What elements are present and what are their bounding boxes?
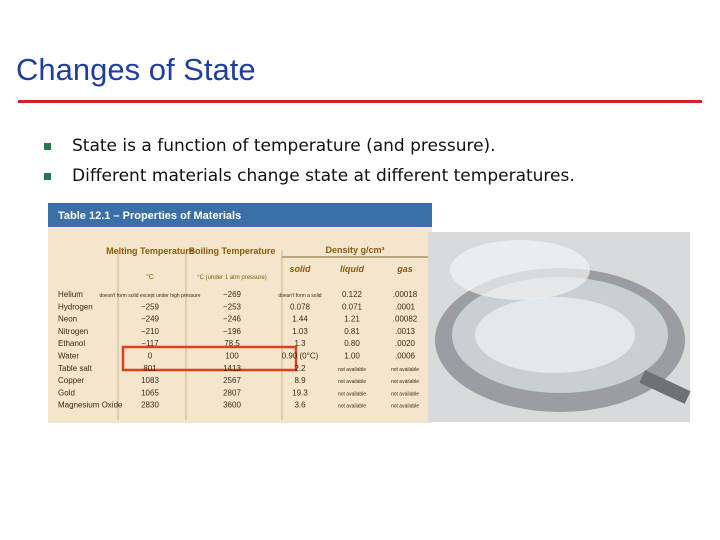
header-boiling: Boiling Temperature	[189, 246, 276, 256]
row-label: Helium	[58, 290, 83, 299]
table-cell: not available	[338, 391, 366, 397]
table-cell: −259	[141, 302, 160, 311]
table-cell: 0.81	[344, 327, 360, 336]
header-gas: gas	[396, 264, 413, 274]
bubbles	[475, 297, 635, 373]
bullet-text: Different materials change state at diff…	[72, 166, 575, 186]
table-cell: 0.122	[342, 290, 363, 299]
table-caption-bar	[48, 203, 432, 227]
table-cell: not available	[338, 367, 366, 373]
header-density: Density g/cm³	[325, 245, 384, 255]
table-cell: −246	[223, 315, 242, 324]
table-cell: not available	[391, 404, 419, 410]
table-cell: −269	[223, 290, 242, 299]
bullet: Different materials change state at diff…	[44, 166, 575, 186]
table-cell: 801	[143, 364, 157, 373]
table-cell: 1413	[223, 364, 241, 373]
table-cell: .00018	[393, 290, 418, 299]
header-unit: °C	[146, 273, 154, 281]
header-liquid: liquid	[340, 264, 364, 274]
table-cell: 1.21	[344, 315, 360, 324]
pan-handle	[639, 370, 691, 404]
row-label: Water	[58, 352, 79, 361]
table-cell: 2807	[223, 388, 241, 397]
table-cell: not available	[338, 379, 366, 385]
table-cell: 78.5	[224, 339, 240, 348]
table-cell: 2830	[141, 401, 159, 410]
table-cell: .0006	[395, 352, 416, 361]
steam	[450, 240, 590, 300]
table-cell: not available	[391, 391, 419, 397]
table-cell: −253	[223, 302, 242, 311]
table-cell: 1.44	[292, 315, 308, 324]
table-cell: −196	[223, 327, 242, 336]
row-label: Copper	[58, 376, 85, 385]
table-cell: −249	[141, 315, 160, 324]
slide-title: Changes of State	[16, 52, 256, 87]
table-cell: 1.00	[344, 352, 360, 361]
table-cell: .0001	[395, 302, 416, 311]
row-label: Ethanol	[58, 339, 85, 348]
table-cell: 3.6	[294, 401, 306, 410]
title-rule	[18, 100, 702, 103]
table-cell: doesn't form solid except under high pre…	[99, 293, 200, 299]
bullet: State is a function of temperature (and …	[44, 136, 496, 156]
table-cell: 0.071	[342, 302, 363, 311]
table-cell: 0	[148, 352, 153, 361]
table-cell: 2567	[223, 376, 241, 385]
table-cell: .00082	[393, 315, 418, 324]
table-cell: 0.80	[344, 339, 360, 348]
boiling-pan-photo	[428, 232, 691, 422]
table-cell: 100	[225, 352, 239, 361]
table-cell: 1.03	[292, 327, 308, 336]
table-cell: 2.2	[294, 364, 306, 373]
row-label: Neon	[58, 315, 77, 324]
table-cell: 1083	[141, 376, 159, 385]
table-cell: 1065	[141, 388, 159, 397]
table-background	[48, 203, 432, 423]
table-cell: 1.3	[294, 339, 306, 348]
table-cell: .0013	[395, 327, 416, 336]
row-label: Magnesium Oxide	[58, 401, 123, 410]
header-melting: Melting Temperature	[106, 246, 194, 256]
row-label: Hydrogen	[58, 302, 93, 311]
table-cell: 19.3	[292, 388, 308, 397]
table-cell: 3600	[223, 401, 241, 410]
row-label: Nitrogen	[58, 327, 88, 336]
table-cell: .0020	[395, 339, 416, 348]
bullet-text: State is a function of temperature (and …	[72, 136, 496, 156]
table-caption: Table 12.1 – Properties of Materials	[58, 210, 241, 222]
table-cell: not available	[338, 404, 366, 410]
table-cell: not available	[391, 379, 419, 385]
table-cell: −117	[141, 339, 159, 348]
header-solid: solid	[289, 264, 311, 274]
table-cell: not available	[391, 367, 419, 373]
row-label: Table salt	[58, 364, 93, 373]
row-label: Gold	[58, 388, 75, 397]
header-unit: °C (under 1 atm pressure)	[197, 275, 266, 281]
highlight-box	[121, 345, 298, 372]
table-cell: −210	[141, 327, 160, 336]
table-cell: 0.078	[290, 302, 311, 311]
table-cell: 8.9	[294, 376, 306, 385]
table-cell: doesn't form a solid	[278, 293, 321, 299]
table-cell: 0.90 (0°C)	[282, 352, 319, 361]
